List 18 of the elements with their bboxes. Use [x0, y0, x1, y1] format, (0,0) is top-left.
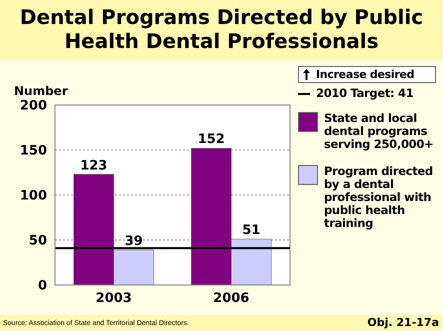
y-tick-label: 50: [28, 234, 47, 249]
text: Increase desired: [316, 68, 414, 81]
y-axis-title: Number: [14, 84, 68, 98]
chart-title: Dental Programs Directed by Public Health Dental Professionals: [0, 0, 443, 60]
data-label: 123: [80, 158, 108, 174]
y-tick-label: 150: [20, 144, 47, 159]
x-tick-label: 2003: [96, 291, 132, 306]
data-label: 51: [242, 223, 260, 238]
y-tick-label: 100: [20, 188, 47, 204]
data-label: 152: [198, 132, 225, 148]
text: Obj. 21-17a: [367, 316, 439, 329]
legend-label: 2010 Target: 41: [316, 86, 414, 100]
legend-label: State and local dental programs serving 250,000+: [324, 111, 434, 151]
y-tick-label: 200: [20, 98, 47, 114]
data-label: 39: [124, 234, 143, 249]
legend-label: Program directed by a dental professional with public health training: [324, 164, 434, 230]
x-tick-label: 2006: [213, 291, 250, 306]
y-tick-label: 0: [38, 278, 47, 294]
